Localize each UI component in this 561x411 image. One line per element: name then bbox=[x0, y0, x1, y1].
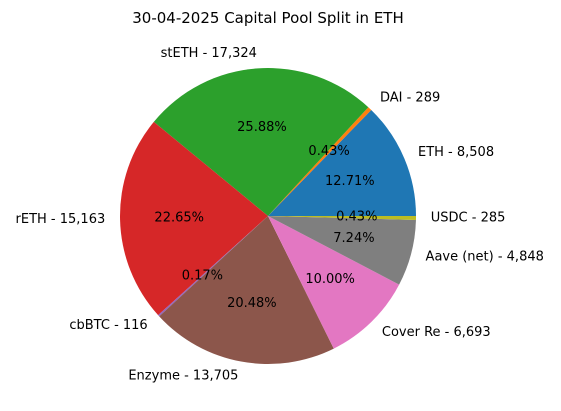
percent-label-steth: 25.88% bbox=[237, 120, 287, 135]
slice-label-reth: rETH - 15,163 bbox=[16, 212, 106, 227]
percent-label-reth: 22.65% bbox=[154, 210, 204, 225]
pie-slice-cbbtc bbox=[158, 216, 268, 317]
percent-label-eth: 12.71% bbox=[325, 174, 375, 189]
slice-label-steth: stETH - 17,324 bbox=[161, 46, 257, 61]
slice-label-cbbtc: cbBTC - 116 bbox=[69, 318, 147, 333]
percent-label-usdc: 0.43% bbox=[336, 210, 377, 225]
slice-label-cover-re: Cover Re - 6,693 bbox=[382, 325, 491, 340]
pie-slice-labels: ETH - 8,508 DAI - 289 stETH - 17,324 rETH -… bbox=[16, 46, 544, 384]
percent-label-dai: 0.43% bbox=[308, 144, 349, 159]
pie-slice-dai bbox=[268, 107, 372, 216]
percent-label-aave-net: 7.24% bbox=[333, 231, 374, 246]
percent-label-cbbtc: 0.17% bbox=[182, 268, 223, 283]
chart-title: 30-04-2025 Capital Pool Split in ETH bbox=[132, 9, 404, 27]
pie-slice-usdc bbox=[268, 216, 417, 220]
slice-label-aave-net: Aave (net) - 4,848 bbox=[426, 249, 544, 264]
pie-slice-enzyme bbox=[159, 216, 334, 364]
pie-slice-cover-re bbox=[268, 216, 400, 349]
slice-label-dai: DAI - 289 bbox=[380, 90, 440, 105]
pie-slices bbox=[120, 67, 417, 364]
percent-label-enzyme: 20.48% bbox=[227, 296, 277, 311]
slice-label-eth: ETH - 8,508 bbox=[418, 145, 494, 160]
slice-label-enzyme: Enzyme - 13,705 bbox=[128, 369, 238, 384]
pie-slice-reth bbox=[120, 121, 268, 316]
pie-percent-labels: 12.71% 0.43% 25.88% 22.65% 0.17% 20.48% 10.00%… bbox=[154, 120, 377, 311]
pie-slice-aave-net bbox=[268, 216, 416, 285]
pie-slice-eth bbox=[268, 109, 416, 216]
slice-label-usdc: USDC - 285 bbox=[431, 211, 506, 226]
pie-slice-steth bbox=[153, 67, 369, 216]
percent-label-cover-re: 10.00% bbox=[305, 272, 355, 287]
